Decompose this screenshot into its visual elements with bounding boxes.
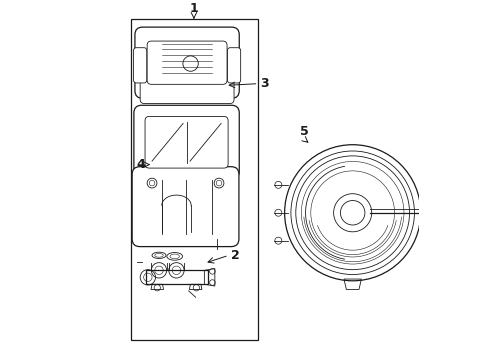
FancyBboxPatch shape [134,105,239,179]
FancyBboxPatch shape [140,78,234,104]
FancyBboxPatch shape [133,48,146,83]
Text: 2: 2 [230,249,239,262]
Text: 5: 5 [300,125,308,138]
FancyBboxPatch shape [132,167,239,247]
Text: 4: 4 [136,158,145,171]
FancyBboxPatch shape [145,116,227,168]
Text: 3: 3 [260,77,268,90]
FancyBboxPatch shape [227,48,240,83]
Text: 1: 1 [189,1,198,14]
FancyBboxPatch shape [147,41,226,84]
FancyBboxPatch shape [135,27,239,98]
